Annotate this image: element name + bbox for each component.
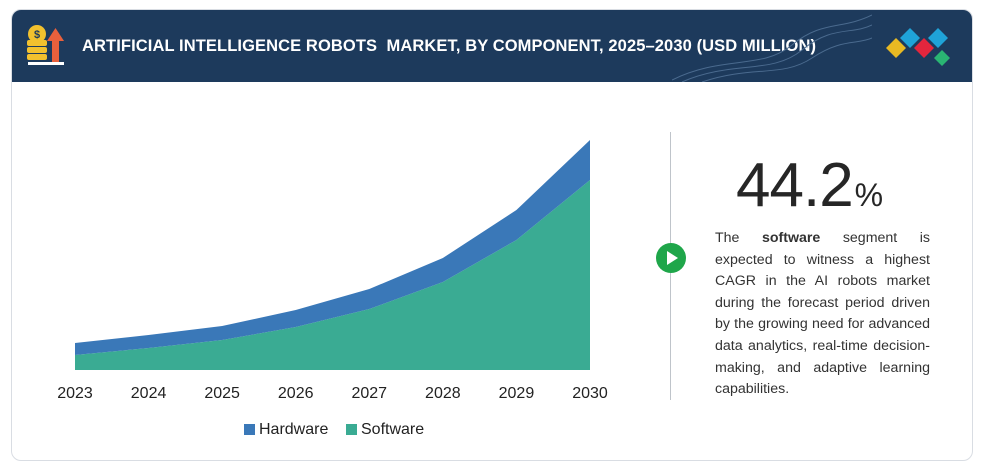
- money-growth-icon: $: [27, 25, 64, 65]
- brand-logo: [886, 28, 950, 66]
- logo-diamond: [900, 28, 920, 48]
- logo-diamond: [934, 50, 950, 66]
- x-tick-label: 2023: [57, 385, 93, 402]
- x-axis-ticks: 2023 2024 2025 2026 2027 2028 2029 2030: [57, 385, 608, 402]
- legend-label: Hardware: [259, 421, 328, 438]
- logo-diamond: [886, 38, 906, 58]
- cagr-stat: 44.2%: [736, 151, 896, 230]
- legend-swatch: [244, 424, 255, 435]
- legend-label: Software: [361, 421, 424, 438]
- software-area: [75, 180, 590, 370]
- desc-pre: The: [715, 230, 762, 246]
- legend-swatch: [346, 424, 357, 435]
- highlight-description: The software segment is expected to witn…: [715, 228, 930, 401]
- x-tick-label: 2030: [572, 385, 608, 402]
- stacked-area-chart: 2023 2024 2025 2026 2027 2028 2029 2030 Hardwar…: [57, 140, 608, 438]
- cagr-unit: %: [854, 177, 884, 213]
- x-tick-label: 2024: [131, 385, 167, 402]
- x-tick-label: 2026: [278, 385, 314, 402]
- infographic-card: $ ARTIFICIAL INTELLIGENCE ROBOTS MARKET,…: [11, 9, 973, 461]
- svg-text:$: $: [34, 29, 40, 41]
- x-tick-label: 2025: [204, 385, 240, 402]
- desc-post: segment is expected to witness a highest…: [715, 230, 931, 398]
- cagr-value: 44.2: [736, 151, 854, 220]
- chart-title: ARTIFICIAL INTELLIGENCE ROBOTS MARKET, B…: [82, 37, 817, 55]
- logo-diamond: [914, 38, 934, 58]
- hardware-area: [75, 140, 590, 355]
- desc-bold: software: [761, 230, 821, 246]
- x-tick-label: 2027: [351, 385, 387, 402]
- header-bar: $ ARTIFICIAL INTELLIGENCE ROBOTS MARKET,…: [12, 10, 972, 82]
- logo-diamond: [928, 28, 948, 48]
- header-decoration: [672, 14, 872, 82]
- chart-legend: Hardware Software: [244, 421, 424, 438]
- x-tick-label: 2029: [499, 385, 535, 402]
- play-icon[interactable]: [655, 242, 687, 274]
- x-tick-label: 2028: [425, 385, 461, 402]
